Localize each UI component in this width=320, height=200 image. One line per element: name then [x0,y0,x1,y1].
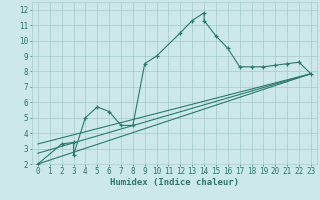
X-axis label: Humidex (Indice chaleur): Humidex (Indice chaleur) [110,178,239,187]
